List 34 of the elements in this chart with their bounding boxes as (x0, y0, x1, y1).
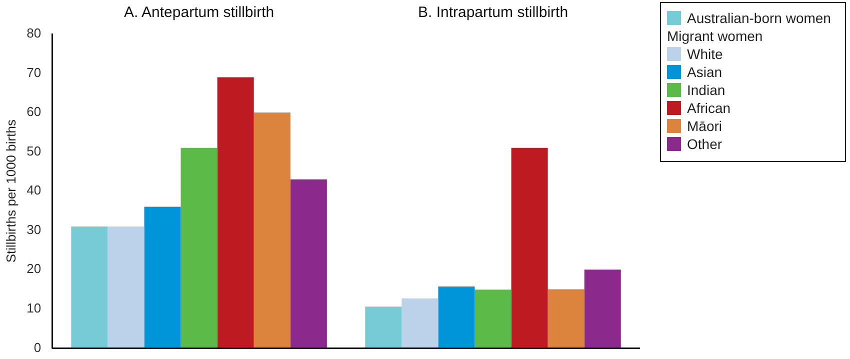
legend-label: Māori (687, 117, 722, 135)
bar (365, 306, 402, 348)
legend-title: Migrant women (667, 27, 764, 45)
y-tick-label: 10 (26, 300, 42, 316)
y-tick-label: 50 (26, 143, 42, 158)
bar (474, 290, 512, 348)
bar (217, 77, 254, 348)
x-tick-label: A. Antepartum stillbirth (124, 4, 274, 22)
legend-label: White (687, 45, 723, 63)
bar (180, 148, 218, 348)
legend-label: Australian-born women (687, 9, 831, 27)
bar (71, 226, 108, 348)
y-tick-label: 20 (26, 261, 42, 276)
bar (548, 289, 584, 348)
legend-label: Indian (687, 81, 726, 99)
legend-label: Other (687, 135, 722, 153)
y-tick-label: 40 (26, 182, 42, 198)
y-axis-title: Stillbirths per 1000 births (3, 119, 18, 263)
bar (402, 298, 438, 348)
x-tick-label: B. Intrapartum stillbirth (418, 4, 568, 22)
bar (108, 226, 144, 348)
y-tick-label: 70 (26, 64, 42, 80)
legend-label: Asian (687, 63, 722, 81)
y-tick-label: 80 (26, 26, 42, 41)
y-tick-label: 0 (34, 340, 42, 355)
bar (144, 206, 181, 348)
y-tick-label: 60 (26, 104, 42, 120)
bar (584, 270, 621, 348)
bar (438, 286, 475, 348)
legend-label: African (687, 99, 731, 117)
bar (290, 179, 327, 348)
bar (511, 148, 548, 348)
bar (254, 112, 290, 348)
y-tick-label: 30 (26, 222, 42, 237)
